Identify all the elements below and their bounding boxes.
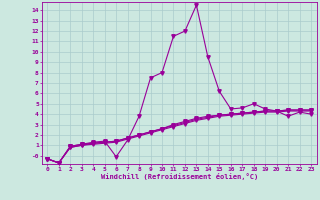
X-axis label: Windchill (Refroidissement éolien,°C): Windchill (Refroidissement éolien,°C) [100, 173, 258, 180]
